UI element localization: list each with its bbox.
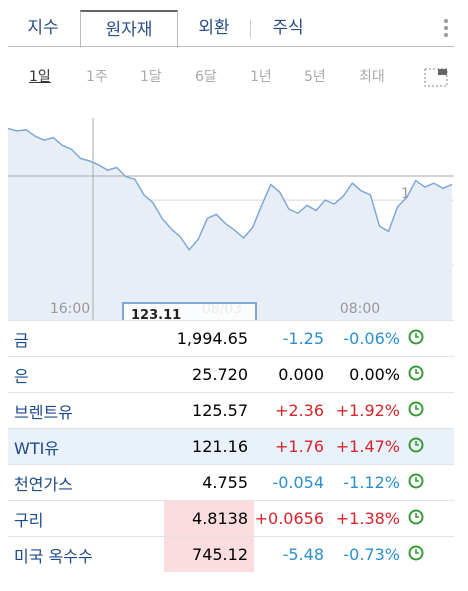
clock-icon xyxy=(408,473,424,488)
tooltip xyxy=(122,302,257,320)
change: -5.48 xyxy=(254,536,330,572)
x-tick-label: 08:00 xyxy=(340,301,380,317)
name: 미국 옥수수 xyxy=(8,536,164,572)
price: 1,994.65 xyxy=(164,320,254,357)
quote-row[interactable]: 천연가스 4.755 -0.054 -1.12% xyxy=(8,464,454,501)
change: 0.000 xyxy=(254,356,330,393)
change-pct: 0.00% xyxy=(330,356,408,393)
clock-icon xyxy=(408,365,424,380)
clock-icon xyxy=(408,509,424,524)
change-pct: +1.38% xyxy=(330,500,408,537)
price: 4.8138 xyxy=(164,500,254,537)
clock-cell xyxy=(408,392,454,429)
clock-icon xyxy=(408,329,424,344)
clock-cell xyxy=(408,500,454,537)
quote-row[interactable]: 은 25.720 0.000 0.00% xyxy=(8,356,454,393)
quote-row[interactable]: 금 1,994.65 -1.25 -0.06% xyxy=(8,320,454,357)
tab[interactable]: 외환 xyxy=(198,18,230,38)
change: -0.054 xyxy=(254,464,330,501)
x-tick-label: 16:00 xyxy=(50,301,90,317)
change-pct: +1.92% xyxy=(330,392,408,429)
change-pct: -0.06% xyxy=(330,320,408,357)
clock-cell xyxy=(408,356,454,393)
name: 천연가스 xyxy=(8,464,164,501)
change-pct: -1.12% xyxy=(330,464,408,501)
tab[interactable]: 주식 xyxy=(272,18,304,38)
change: +0.0656 xyxy=(254,500,330,537)
tab[interactable]: 지수 xyxy=(27,18,59,38)
tab-border xyxy=(8,46,454,47)
price: 745.12 xyxy=(164,536,254,572)
quote-row[interactable]: 미국 옥수수 745.12 -5.48 -0.73% xyxy=(8,536,454,572)
period[interactable]: 1년 xyxy=(250,69,272,85)
name: 은 xyxy=(8,356,164,393)
period[interactable]: 최대 xyxy=(359,69,385,85)
quote-row[interactable]: 브렌트유 125.57 +2.36 +1.92% xyxy=(8,392,454,429)
quote-row[interactable]: 구리 4.8138 +0.0656 +1.38% xyxy=(8,500,454,537)
change-pct: +1.47% xyxy=(330,428,408,465)
clock-cell xyxy=(408,464,454,501)
name: 금 xyxy=(8,320,164,357)
name: 브렌트유 xyxy=(8,392,164,429)
change: -1.25 xyxy=(254,320,330,357)
price: 121.16 xyxy=(164,428,254,465)
price: 25.720 xyxy=(164,356,254,393)
clock-icon xyxy=(408,437,424,452)
expand-icon[interactable] xyxy=(424,66,450,88)
quote-table: 금 1,994.65 -1.25 -0.06% 은 25.720 0.000 0.00% 브렌트… xyxy=(8,320,454,572)
change: +2.36 xyxy=(254,392,330,429)
price-line xyxy=(8,127,453,251)
clock-icon xyxy=(408,401,424,416)
clock-cell xyxy=(408,320,454,357)
tooltip-value: 123.11 xyxy=(131,308,181,320)
period[interactable]: 5년 xyxy=(304,69,326,85)
change-pct: -0.73% xyxy=(330,536,408,572)
period[interactable]: 1달 xyxy=(140,69,162,85)
menu-icon[interactable] xyxy=(442,18,450,40)
period[interactable]: 1일 xyxy=(29,69,51,85)
change: +1.76 xyxy=(254,428,330,465)
clock-cell xyxy=(408,536,454,572)
quote-row[interactable]: WTI유 121.16 +1.76 +1.47% xyxy=(8,428,454,465)
period[interactable]: 1주 xyxy=(86,69,108,85)
name: WTI유 xyxy=(8,428,164,465)
tab-active[interactable]: 원자재 xyxy=(80,10,178,48)
widget: 지수 원자재 외환 주식 1일 1주 1달 6달 1년 5년 최대 115.00… xyxy=(8,10,454,588)
price: 4.755 xyxy=(164,464,254,501)
clock-icon xyxy=(408,545,424,560)
period[interactable]: 6달 xyxy=(195,69,217,85)
separator xyxy=(250,20,251,38)
clock-cell xyxy=(408,428,454,465)
name: 구리 xyxy=(8,500,164,537)
price: 125.57 xyxy=(164,392,254,429)
